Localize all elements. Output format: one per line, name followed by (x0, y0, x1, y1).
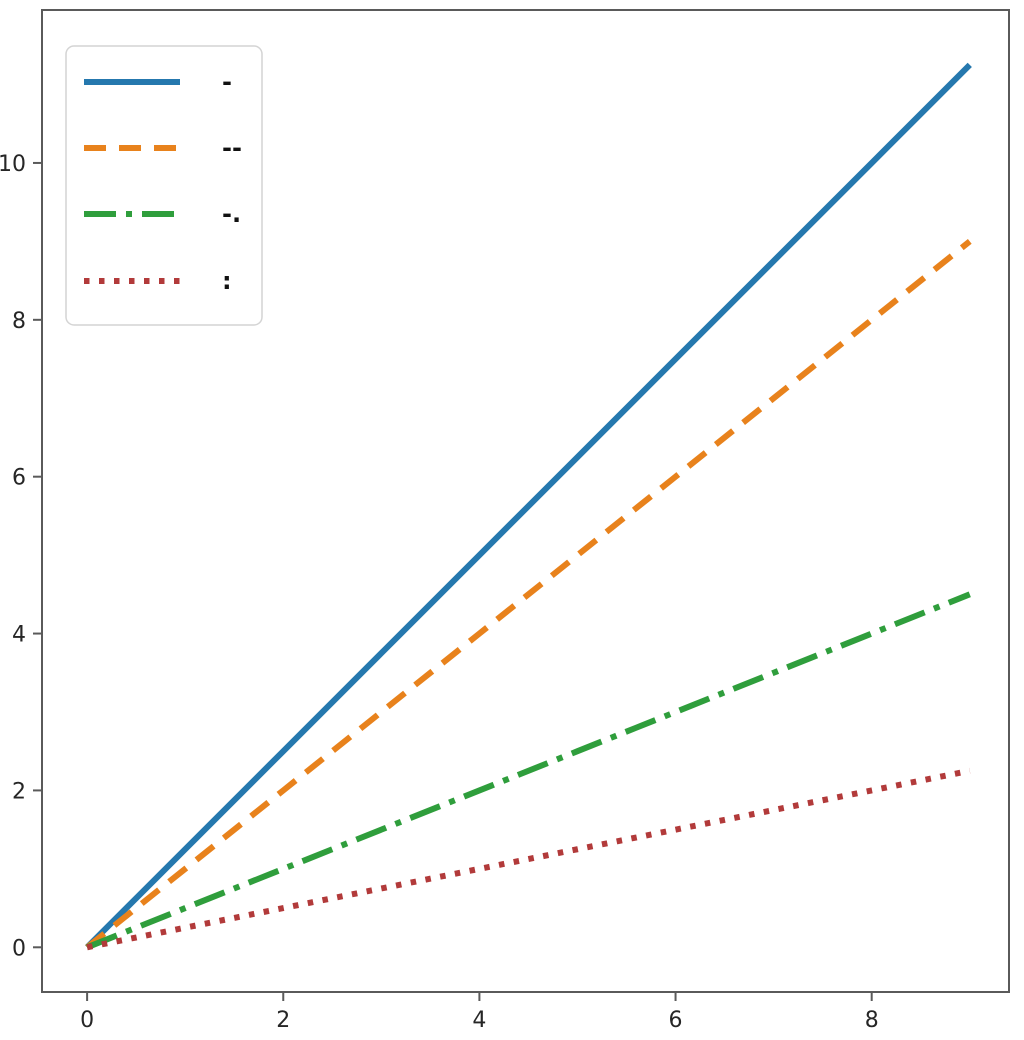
legend-label: -. (222, 200, 241, 228)
y-axis: 0 2 4 6 8 10 (0, 152, 42, 961)
series-line-dashdot (85, 591, 971, 951)
legend-label: -- (222, 134, 242, 162)
legend-label: : (222, 267, 232, 295)
x-tick-label: 6 (669, 1008, 683, 1033)
x-axis: 0 2 4 6 8 (80, 992, 879, 1033)
y-tick-label: 10 (0, 152, 26, 177)
y-tick-label: 2 (12, 779, 26, 804)
x-tick-label: 4 (472, 1008, 486, 1033)
legend-box (65, 45, 263, 326)
legend: ----.: (65, 45, 263, 326)
y-tick-label: 6 (12, 466, 26, 491)
x-tick-label: 0 (80, 1008, 94, 1033)
legend-label: - (222, 68, 232, 96)
series-line-dashed (85, 239, 972, 950)
plot-frame (41, 9, 1010, 993)
series-lines (84, 62, 972, 951)
y-tick-label: 4 (12, 623, 26, 648)
series-line-dotted (86, 767, 971, 951)
x-tick-label: 2 (276, 1008, 290, 1033)
y-tick-label: 8 (12, 309, 26, 334)
y-tick-label: 0 (12, 936, 26, 961)
series-line-solid (84, 62, 972, 950)
x-tick-label: 8 (865, 1008, 879, 1033)
